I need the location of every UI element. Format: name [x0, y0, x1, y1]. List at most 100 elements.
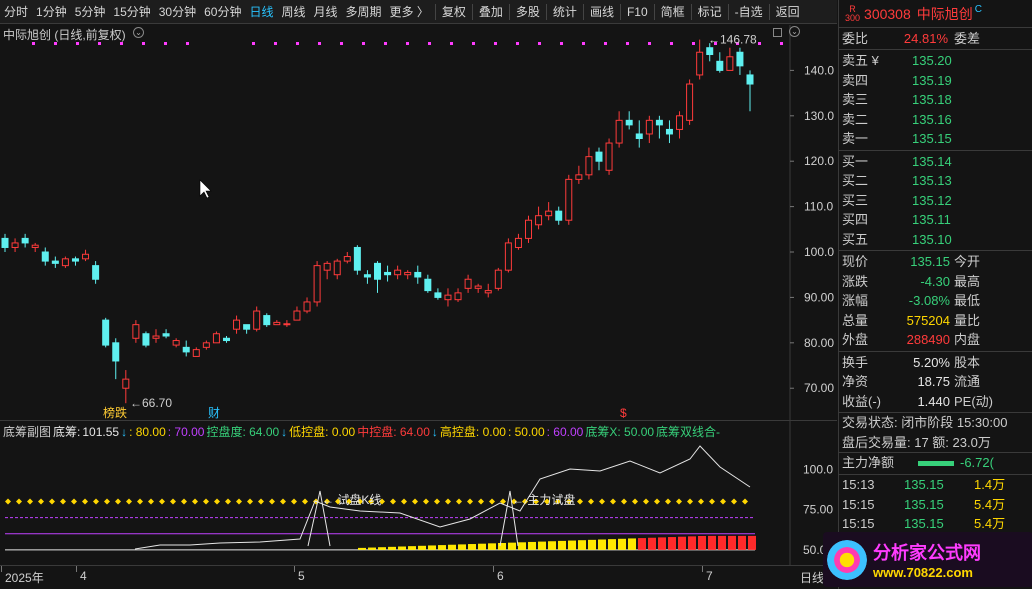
badge-dollar[interactable]: $	[620, 406, 627, 420]
bid-label: 买四	[842, 212, 869, 227]
candle-body	[303, 301, 311, 312]
level-80-marker	[588, 498, 594, 505]
tool-button-9[interactable]: 返回	[775, 4, 800, 19]
ask-row[interactable]: 卖二 135.16	[839, 110, 1032, 130]
y-tick-label: 80.00	[804, 336, 834, 350]
stats-divider	[839, 350, 1032, 352]
tool-button-1[interactable]: 叠加	[478, 4, 503, 19]
badge-bangdie[interactable]: 榜跌	[103, 405, 127, 420]
stat-label: 涨跌	[842, 273, 869, 289]
candle-body	[233, 319, 241, 330]
y-tick-label: 120.0	[804, 154, 834, 168]
tool-button-8[interactable]: -自选	[734, 4, 763, 19]
signal-dot	[164, 42, 167, 45]
ask-row[interactable]: 卖一 135.15	[839, 129, 1032, 149]
stat-row: 涨跌 -4.30 最高	[839, 272, 1032, 292]
chevron-down-icon[interactable]: ⌄	[789, 26, 800, 37]
period-tab-10[interactable]: 更多 〉	[389, 4, 429, 19]
control-bar	[518, 542, 526, 550]
bid-book: 买一 135.14 买二 135.13 买三 135.12 买四 135.11 买五 135.10	[839, 151, 1032, 251]
tick-row: 15:15 135.15 5.4万	[839, 495, 1032, 515]
sub-indicator-chart[interactable]: 100.0 75.00 50.0 ← 试盘K线 ← 主力试盘	[0, 420, 837, 565]
badge-cai[interactable]: 财	[208, 406, 220, 420]
maximize-icon[interactable]	[773, 28, 782, 37]
bid-row[interactable]: 买四 135.11	[839, 210, 1032, 230]
quote-panel: R 300 300308 中际旭创 C 委比 24.81% 委差 卖五 ¥ 135.20 卖四 135…	[823, 0, 1032, 589]
tool-button-3[interactable]: 统计	[552, 4, 577, 19]
bid-row[interactable]: 买三 135.12	[839, 191, 1032, 211]
signal-dot	[736, 42, 739, 45]
period-tab-6[interactable]: 日线	[249, 4, 274, 19]
signal-dot	[560, 42, 563, 45]
period-tab-4[interactable]: 30分钟	[158, 4, 197, 19]
candle-body	[61, 258, 69, 267]
candle-body	[444, 294, 452, 301]
period-tab-3[interactable]: 15分钟	[113, 4, 151, 19]
candle-body	[112, 342, 120, 362]
control-bar	[528, 541, 536, 550]
control-bar	[498, 542, 506, 550]
ask-price: 135.19	[912, 72, 952, 88]
ask-row[interactable]: 卖四 135.19	[839, 71, 1032, 91]
bid-row[interactable]: 买五 135.10	[839, 230, 1032, 250]
y-tick-label: 100.0	[804, 245, 834, 259]
signal-dot	[494, 42, 497, 45]
level-80-marker	[126, 498, 132, 505]
chart-bg	[0, 25, 837, 420]
bid-row[interactable]: 买二 135.13	[839, 171, 1032, 191]
signal-dot	[450, 42, 453, 45]
period-tab-7[interactable]: 周线	[281, 4, 306, 19]
level-80-marker	[379, 498, 385, 505]
period-label[interactable]: 日线	[800, 571, 825, 585]
period-tab-8[interactable]: 月线	[313, 4, 338, 19]
candle-body	[202, 342, 210, 348]
period-tab-5[interactable]: 60分钟	[204, 4, 242, 19]
period-tab-1[interactable]: 1分钟	[36, 4, 67, 19]
tool-button-0[interactable]: 复权	[441, 4, 466, 19]
candle-body	[706, 47, 714, 56]
bid-price: 135.11	[912, 212, 951, 227]
stat-label: 总量	[842, 312, 869, 328]
signal-dot	[648, 42, 651, 45]
mouse-cursor-icon	[199, 179, 212, 199]
level-80-marker	[38, 498, 44, 505]
signal-dot	[340, 42, 343, 45]
level-80-marker	[511, 498, 517, 505]
tick-price: 135.15	[904, 496, 944, 512]
x-axis-label: 7	[706, 569, 713, 583]
level-80-marker	[148, 498, 154, 505]
x-tick	[76, 566, 77, 572]
toolbar-divider	[653, 3, 655, 20]
period-tab-9[interactable]: 多周期	[345, 4, 382, 19]
signal-dot	[54, 42, 57, 45]
tool-button-7[interactable]: 标记	[697, 4, 722, 19]
level-80-marker	[291, 498, 297, 505]
tool-button-5[interactable]: F10	[626, 4, 648, 19]
tool-button-2[interactable]: 多股	[515, 4, 540, 19]
flow-value: -6.72(	[960, 455, 994, 470]
period-tab-0[interactable]: 分时	[4, 4, 29, 19]
signal-dot	[626, 42, 629, 45]
tick-time: 15:15	[842, 516, 875, 531]
tool-button-4[interactable]: 画线	[589, 4, 614, 19]
candle-body	[71, 258, 79, 262]
candle-body	[222, 337, 230, 342]
ask-row[interactable]: 卖三 135.18	[839, 90, 1032, 110]
tool-button-6[interactable]: 简框	[660, 4, 685, 19]
candlestick-chart[interactable]: 140.0 130.0 120.0 110.0 100.0 90.00 80.00 70.00…	[0, 25, 837, 420]
flower-logo-icon	[827, 539, 867, 580]
bid-row[interactable]: 买一 135.14	[839, 152, 1032, 172]
level-80-marker	[225, 498, 231, 505]
level-80-marker	[577, 498, 583, 505]
chevron-down-icon[interactable]: ⌄	[133, 27, 144, 38]
ask-row[interactable]: 卖五 ¥ 135.20	[839, 51, 1032, 71]
stat-row: 净资 18.75 流通	[839, 372, 1032, 392]
level-80-marker	[401, 498, 407, 505]
tick-time: 15:13	[842, 477, 875, 492]
period-tab-2[interactable]: 5分钟	[74, 4, 106, 19]
level-80-marker	[742, 498, 748, 505]
candle-body	[162, 333, 170, 337]
control-bar	[558, 540, 566, 550]
stat-row: 外盘 288490 内盘	[839, 330, 1032, 350]
stock-name: 中际旭创	[916, 5, 973, 22]
